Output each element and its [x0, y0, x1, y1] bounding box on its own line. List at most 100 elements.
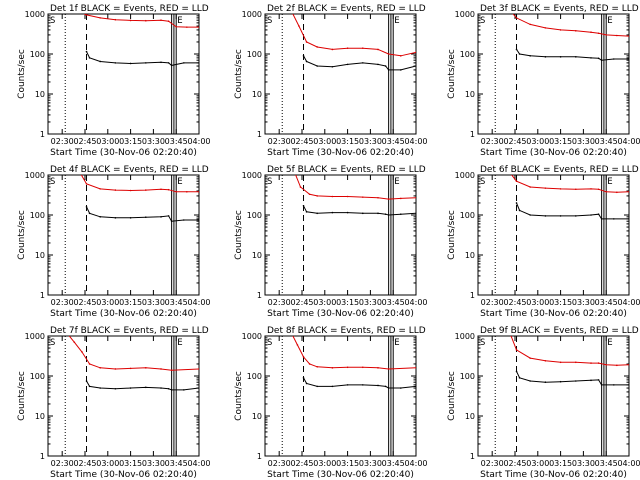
start-label: S [50, 338, 55, 348]
events-series-line [303, 55, 416, 71]
y-axis-label: Counts/sec [234, 371, 244, 421]
x-tick-label: 03:30 [142, 459, 165, 468]
events-data-point [182, 62, 185, 64]
events-data-point [377, 384, 379, 387]
x-axis-label: Start Time (30-Nov-06 02:20:40) [50, 309, 197, 319]
x-tick-label: 03:00 [313, 137, 336, 146]
lld-data-point [415, 367, 416, 369]
lld-data-point [628, 35, 629, 37]
events-data-point [518, 53, 521, 55]
lld-data-point [529, 23, 531, 26]
panel-title: Det 6f BLACK = Events, RED = LLD [480, 165, 639, 175]
plot-area [83, 14, 199, 67]
x-tick-label: 03:15 [549, 298, 572, 307]
lld-data-point [346, 195, 349, 198]
events-data-point [88, 57, 91, 59]
lld-data-point [186, 26, 188, 28]
x-tick-label: 04:00 [617, 298, 640, 307]
end-label: E [607, 16, 612, 26]
y-tick-label: 10 [252, 251, 262, 260]
lld-data-point [597, 32, 600, 35]
x-tick-label: 03:45 [382, 459, 405, 468]
events-data-point [387, 214, 390, 216]
events-data-point [346, 384, 349, 386]
x-tick-label: 04:00 [187, 459, 210, 468]
x-tick-label: 03:30 [572, 137, 595, 146]
events-data-point [167, 62, 170, 64]
plot-area [512, 14, 629, 61]
end-label: E [394, 16, 399, 26]
events-data-point [361, 384, 364, 386]
events-data-point [144, 386, 147, 389]
lld-data-point [346, 366, 349, 369]
events-data-point [198, 62, 199, 64]
lld-data-point [198, 26, 199, 28]
panel-2: Det 2f BLACK = Events, RED = LLD 1 10 100 10… [234, 4, 428, 158]
events-data-point [85, 50, 88, 53]
lld-data-point [298, 25, 300, 27]
lld-data-point [308, 363, 311, 365]
y-tick-label: 1000 [242, 10, 262, 19]
x-tick-label: 04:00 [187, 137, 210, 146]
events-data-point [544, 215, 547, 217]
lld-data-point [515, 180, 518, 182]
events-data-point [170, 64, 173, 67]
start-label: S [267, 16, 272, 26]
events-data-point [346, 63, 349, 66]
end-label: E [177, 16, 182, 26]
x-tick-label: 03:00 [526, 298, 549, 307]
lld-data-point [99, 367, 101, 369]
events-data-point [529, 55, 531, 57]
y-tick-label: 100 [460, 50, 475, 59]
events-data-point [167, 215, 170, 217]
events-data-point [198, 219, 199, 221]
events-data-point [518, 377, 521, 379]
events-series-line [516, 371, 629, 386]
events-data-point [316, 212, 318, 215]
lld-data-point [387, 368, 390, 370]
events-data-point [590, 379, 592, 382]
lld-data-point [167, 20, 170, 23]
panel-3: Det 3f BLACK = Events, RED = LLD 1 10 100 10… [447, 4, 640, 158]
events-data-point [316, 385, 318, 388]
x-axis-label: Start Time (30-Nov-06 02:20:40) [50, 148, 197, 158]
start-label: S [50, 16, 55, 26]
panel-title: Det 9f BLACK = Events, RED = LLD [480, 326, 639, 336]
end-label: E [607, 177, 612, 187]
lld-data-point [415, 51, 416, 54]
x-tick-label: 03:00 [313, 298, 336, 307]
plot-frame [477, 13, 630, 135]
panel-9: Det 9f BLACK = Events, RED = LLD 1 10 100 10… [447, 326, 640, 480]
y-axis-label: Counts/sec [447, 371, 457, 421]
lld-data-point [605, 34, 607, 36]
events-data-point [302, 55, 305, 57]
events-data-point [88, 212, 91, 215]
x-tick-label: 03:00 [96, 137, 119, 146]
panel-title: Det 8f BLACK = Events, RED = LLD [267, 326, 426, 336]
events-data-point [129, 62, 132, 65]
y-axis-label: Counts/sec [234, 210, 244, 260]
lld-data-point [377, 367, 379, 369]
events-data-point [399, 387, 402, 389]
panel-1: Det 1f BLACK = Events, RED = LLD 1 10 100 10… [17, 4, 211, 158]
lld-data-point [316, 46, 318, 48]
plot-frame [47, 174, 200, 296]
y-tick-label: 1000 [242, 171, 262, 180]
x-tick-label: 03:15 [336, 298, 359, 307]
x-tick-label: 04:00 [404, 459, 427, 468]
lld-data-point [129, 189, 132, 192]
events-series-line [303, 205, 416, 216]
y-tick-label: 100 [30, 372, 45, 381]
events-data-point [544, 56, 547, 58]
events-data-point [559, 56, 562, 58]
lld-data-point [597, 188, 600, 191]
y-tick-label: 100 [460, 372, 475, 381]
y-tick-label: 1 [470, 130, 475, 139]
events-data-point [99, 387, 101, 389]
y-tick-label: 1 [40, 130, 45, 139]
lld-data-point [170, 369, 173, 371]
plot-frame [264, 13, 417, 135]
y-axis-label: Counts/sec [447, 49, 457, 99]
events-data-point [331, 65, 334, 68]
events-data-point [305, 60, 308, 63]
